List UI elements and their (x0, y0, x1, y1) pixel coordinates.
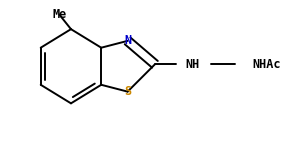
Text: NHAc: NHAc (253, 58, 281, 71)
Text: Me: Me (52, 8, 66, 21)
Text: N: N (124, 34, 131, 47)
Text: S: S (124, 85, 131, 98)
Text: NH: NH (186, 58, 200, 71)
